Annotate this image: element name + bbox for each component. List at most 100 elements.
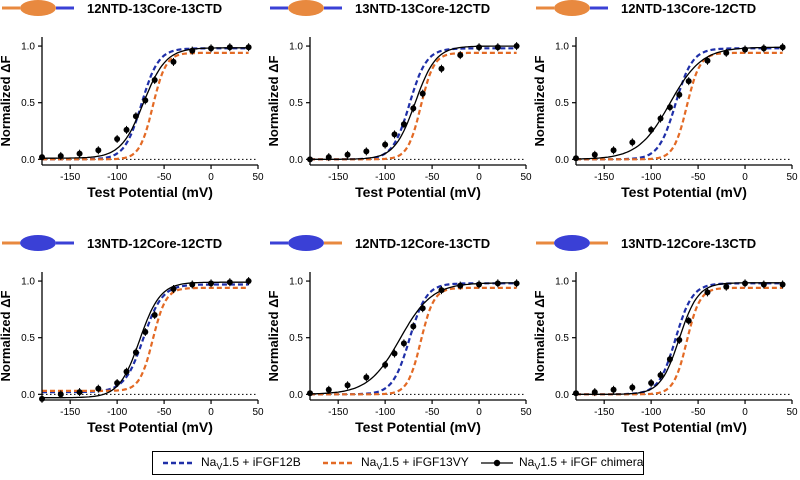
data-point [400, 340, 407, 347]
chart-panel-5: 12NTD-12Core-13CTD -150 -100 -50 0 50 0.0 0.5 1.… [266, 235, 532, 435]
data-point [410, 323, 417, 330]
data-point [723, 283, 730, 290]
construct-glyph [270, 235, 342, 251]
data-point [438, 287, 445, 294]
data-point [208, 280, 215, 287]
data-point [419, 305, 426, 312]
data-point [666, 356, 673, 363]
construct-glyph [536, 235, 608, 251]
y-tick-label: 0.0 [289, 390, 303, 401]
fit-line-ifgf13vy [42, 51, 249, 161]
x-tick-label: 50 [786, 407, 798, 418]
legend-swatch-ifgf13vy [323, 461, 355, 465]
x-tick-label: 0 [476, 407, 482, 418]
x-tick-label: -50 [157, 172, 172, 183]
panel-title: 12NTD-13Core-13CTD [87, 1, 222, 16]
fit-line-ifgf12b [310, 47, 517, 161]
construct-glyph [536, 0, 608, 16]
data-point [114, 380, 121, 387]
fit-line-chimera [310, 282, 517, 395]
data-point [704, 57, 711, 64]
data-point [476, 281, 483, 288]
data-point [344, 382, 351, 389]
data-point [114, 135, 121, 142]
data-point [457, 52, 464, 59]
y-axis-label: Normalized ΔF [266, 290, 281, 381]
construct-glyph [2, 0, 74, 16]
chart-panel-4: 13NTD-12Core-12CTD -150 -100 -50 0 50 0.0 0.5 1.… [0, 235, 264, 435]
x-tick-label: 0 [208, 172, 214, 183]
x-tick-label: 0 [742, 172, 748, 183]
x-tick-label: -50 [691, 172, 706, 183]
legend-item-ifgf13vy: NaV1.5 + iFGF13VY [323, 452, 469, 474]
x-tick-label: -50 [425, 172, 440, 183]
data-point [657, 372, 664, 379]
y-axis-label: Normalized ΔF [266, 55, 281, 146]
data-point [591, 389, 598, 396]
data-point [438, 65, 445, 72]
data-point [657, 115, 664, 122]
construct-glyph [270, 0, 342, 16]
data-point [142, 97, 149, 104]
core-domain [288, 0, 324, 16]
fit-line-ifgf12b [576, 47, 783, 161]
data-point [648, 126, 655, 133]
data-point [245, 44, 252, 51]
legend-swatch-chimera [481, 459, 513, 467]
data-point [648, 380, 655, 387]
data-point [245, 278, 252, 285]
data-point [476, 44, 483, 51]
fit-line-chimera [576, 46, 783, 160]
y-tick-label: 0.0 [21, 155, 35, 166]
legend-label-ifgf13vy: NaV1.5 + iFGF13VY [361, 454, 469, 472]
x-axis-label: Test Potential (mV) [355, 419, 481, 435]
y-tick-label: 0.5 [21, 98, 35, 109]
y-tick-label: 0.0 [21, 390, 35, 401]
y-tick-label: 1.0 [21, 42, 35, 53]
x-tick-label: -100 [641, 407, 661, 418]
data-point [363, 148, 370, 155]
data-point [325, 154, 332, 161]
data-point [189, 47, 196, 54]
legend-label-chimera: NaV1.5 + iFGF chimera [519, 454, 644, 472]
data-point [382, 141, 389, 148]
y-tick-label: 0.5 [21, 333, 35, 344]
x-tick-label: 50 [786, 172, 798, 183]
core-domain [288, 235, 324, 251]
data-point [742, 46, 749, 53]
data-point [685, 78, 692, 85]
data-point [95, 385, 102, 392]
data-point [610, 386, 617, 393]
data-point [742, 280, 749, 287]
x-tick-label: 0 [742, 407, 748, 418]
data-point [629, 139, 636, 146]
data-point [457, 282, 464, 289]
data-point [391, 131, 398, 138]
core-domain [20, 235, 56, 251]
x-tick-label: -150 [594, 172, 614, 183]
x-tick-label: -100 [107, 407, 127, 418]
x-tick-label: -150 [60, 172, 80, 183]
data-point [513, 280, 520, 287]
panel-title: 12NTD-12Core-13CTD [355, 236, 490, 251]
fit-line-ifgf13vy [310, 286, 517, 396]
x-tick-label: -150 [60, 407, 80, 418]
data-point [760, 45, 767, 52]
data-point [226, 279, 233, 286]
panel-title: 13NTD-13Core-12CTD [355, 1, 490, 16]
data-point [779, 44, 786, 51]
y-tick-label: 0.5 [555, 98, 569, 109]
x-axis-label: Test Potential (mV) [621, 419, 747, 435]
x-tick-label: -50 [425, 407, 440, 418]
data-point [779, 281, 786, 288]
chart-panel-2: 13NTD-13Core-12CTD -150 -100 -50 0 50 0.0 0.5 1.… [266, 0, 532, 200]
x-tick-label: 50 [252, 172, 264, 183]
x-tick-label: 0 [208, 407, 214, 418]
x-tick-label: 50 [520, 172, 532, 183]
data-point [400, 121, 407, 128]
core-domain [554, 235, 590, 251]
data-point [132, 349, 139, 356]
x-tick-label: -50 [691, 407, 706, 418]
data-point [76, 389, 83, 396]
